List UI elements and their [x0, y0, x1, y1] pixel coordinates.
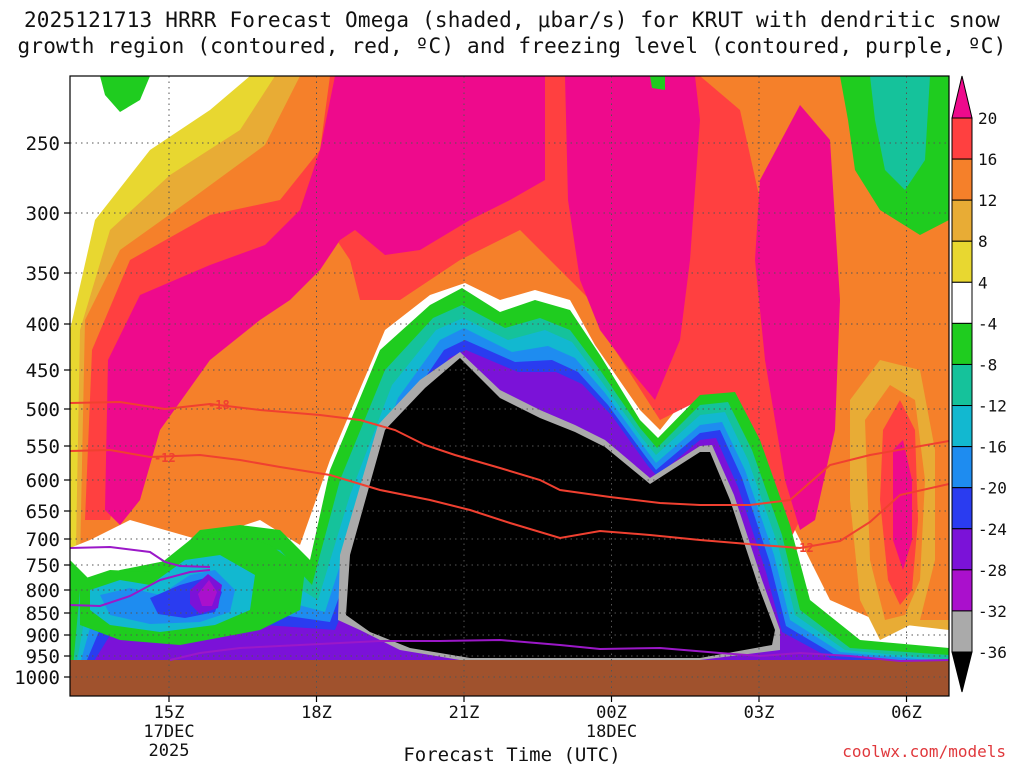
freezing-level-contour-1 — [70, 545, 211, 568]
colorbar-swatch-9 — [951, 487, 973, 530]
omega-shaded-field — [70, 76, 949, 696]
colorbar-swatch-5 — [951, 322, 973, 365]
y-tick-label-250: 250 — [26, 133, 60, 155]
x-tick-label-21Z: 21Z — [449, 703, 480, 723]
colorbar-swatch-11 — [951, 569, 973, 612]
y-tick-label-950: 950 — [26, 646, 60, 668]
colorbar: 20 16 12 8 4 -4 -8 -12 -16 -20 -24 -28 -32 -36 — [951, 75, 1007, 693]
y-tick-label-700: 700 — [26, 529, 60, 551]
colorbar-swatch-8 — [951, 446, 973, 489]
x-tick-label-15Z: 15Z — [154, 703, 185, 723]
y-tick-label-300: 300 — [26, 203, 60, 225]
colorbar-swatch-2 — [951, 199, 973, 242]
colorbar-swatch-7 — [951, 405, 973, 448]
x-tick-date-15Z: 17DEC — [143, 722, 194, 742]
chart-title-line-2: growth region (contoured, red, ºC) and f… — [17, 34, 1007, 58]
colorbar-swatch-3 — [951, 240, 973, 283]
contour-label-minus12-east: -12 — [792, 541, 814, 555]
colorbar-label-3: 8 — [978, 232, 988, 251]
colorbar-label-8: -16 — [978, 438, 1007, 457]
y-axis-pressure: 2503003504004505005506006507007508008509… — [14, 133, 70, 689]
colorbar-label-10: -24 — [978, 520, 1007, 539]
y-tick-label-350: 350 — [26, 263, 60, 285]
x-tick-label-18Z: 18Z — [301, 703, 332, 723]
source-credit: coolwx.com/models — [842, 742, 1006, 761]
y-tick-label-1000: 1000 — [14, 667, 60, 689]
x-tick-date-00Z: 18DEC — [586, 722, 637, 742]
colorbar-swatch-1 — [951, 158, 973, 201]
colorbar-swatch-12 — [951, 610, 973, 653]
contour-label-minus18: -18 — [208, 398, 230, 412]
colorbar-label-9: -20 — [978, 479, 1007, 498]
terrain-below-ground — [70, 660, 949, 696]
y-tick-label-400: 400 — [26, 314, 60, 336]
freezing-level-contour-3 — [169, 638, 949, 663]
y-tick-label-500: 500 — [26, 399, 60, 421]
dendritic-contour-minus12 — [70, 448, 949, 550]
y-tick-label-450: 450 — [26, 360, 60, 382]
colorbar-label-5: -4 — [978, 314, 997, 333]
colorbar-swatch-6 — [951, 363, 973, 407]
colorbar-label-4: 4 — [978, 273, 988, 292]
colorbar-swatch-0 — [951, 117, 973, 160]
contour-labels: -18 -12 -12 — [154, 398, 814, 555]
y-tick-label-850: 850 — [26, 603, 60, 625]
colorbar-swatch-10 — [951, 528, 973, 571]
y-tick-label-600: 600 — [26, 470, 60, 492]
y-tick-label-900: 900 — [26, 625, 60, 647]
colorbar-label-11: -28 — [978, 561, 1007, 580]
colorbar-label-0: 20 — [978, 109, 997, 128]
x-tick-label-00Z: 00Z — [596, 703, 627, 723]
x-tick-label-03Z: 03Z — [744, 703, 775, 723]
x-axis-title: Forecast Time (UTC) — [403, 744, 621, 766]
downward-motion-upper — [100, 76, 949, 235]
colorbar-label-6: -8 — [978, 355, 997, 374]
plot-frame — [69, 75, 950, 697]
upward-motion-region-east — [850, 360, 935, 640]
y-tick-label-650: 650 — [26, 501, 60, 523]
contour-label-minus12-west: -12 — [154, 451, 176, 465]
temperature-contours — [70, 400, 949, 663]
y-tick-label-550: 550 — [26, 436, 60, 458]
colorbar-label-13: -36 — [978, 643, 1007, 662]
gridlines — [70, 76, 949, 696]
x-tick-year-15Z: 2025 — [149, 741, 190, 761]
colorbar-swatch-4 — [951, 281, 973, 324]
colorbar-bottom-arrow — [951, 651, 973, 693]
colorbar-label-12: -32 — [978, 602, 1007, 621]
colorbar-label-7: -12 — [978, 397, 1007, 416]
colorbar-top-arrow — [951, 75, 973, 119]
freezing-level-contour-2 — [70, 569, 211, 608]
colorbar-label-2: 12 — [978, 191, 997, 210]
dendritic-contour-minus18 — [70, 400, 949, 506]
y-tick-label-800: 800 — [26, 580, 60, 602]
chart-title-line-1: 2025121713 HRRR Forecast Omega (shaded, … — [23, 8, 1001, 32]
colorbar-label-1: 16 — [978, 150, 997, 169]
x-tick-label-06Z: 06Z — [891, 703, 922, 723]
upward-motion-cores — [85, 76, 840, 560]
y-tick-label-750: 750 — [26, 555, 60, 577]
strongest-descent-region — [346, 358, 775, 658]
